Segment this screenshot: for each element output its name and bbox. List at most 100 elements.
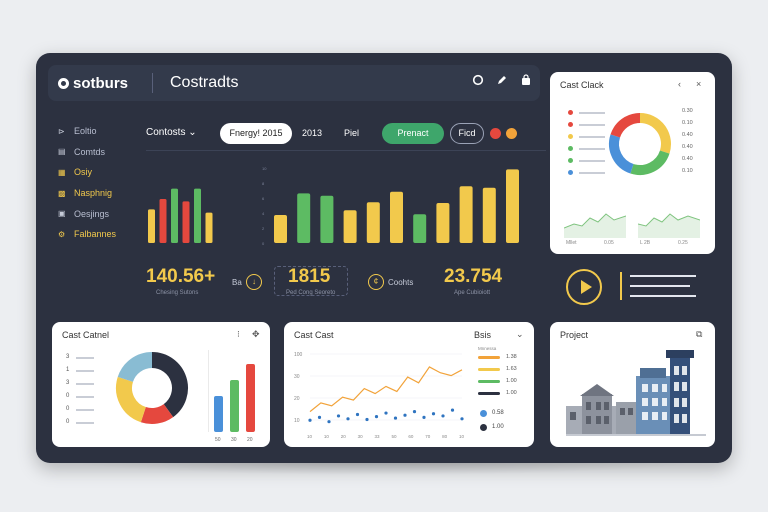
- donut-slice: [151, 352, 188, 418]
- date-selector[interactable]: Fnergy! 2015: [220, 123, 292, 144]
- mini-label: Mllet: [566, 240, 577, 246]
- legend-dot: [568, 170, 573, 175]
- media-line-1: [630, 275, 696, 277]
- bar: [182, 201, 190, 243]
- sidebar-item-oesjings[interactable]: ▣ Oesjings: [58, 203, 128, 224]
- mini-chart-2: [637, 200, 701, 238]
- dashboard-window: sotburs Costradts ⊳ Eoltio ▤ Comtds ▦ Osiy …: [36, 53, 732, 463]
- legend-value: 1.00: [506, 378, 517, 384]
- bar: [390, 191, 403, 243]
- card-title: Cast Cast: [294, 330, 334, 340]
- list-number: 3: [66, 380, 70, 386]
- stat-prefix-2: Ba: [232, 278, 242, 287]
- tick-label: 2: [262, 226, 265, 231]
- list-number: 3: [66, 354, 70, 360]
- sidebar-item-osiy[interactable]: ▦ Osiy: [58, 162, 128, 183]
- x-tick: 50: [391, 434, 397, 439]
- data-point: [374, 415, 379, 419]
- x-tick: 33: [375, 434, 381, 439]
- chevron-down-icon[interactable]: ⌄: [516, 329, 524, 339]
- mini-label: 0.05: [604, 240, 614, 246]
- data-point: [403, 413, 407, 417]
- legend-swatch: [478, 368, 500, 371]
- data-point: [460, 417, 464, 421]
- context-dropdown[interactable]: Contosts ⌄: [146, 127, 197, 138]
- close-icon[interactable]: ×: [696, 79, 702, 89]
- edit-icon[interactable]: [496, 74, 508, 86]
- folder-icon: ⊳: [58, 126, 65, 136]
- bag-icon[interactable]: [520, 74, 532, 86]
- legend-dot: [568, 110, 573, 115]
- tick-label: 10: [262, 166, 267, 171]
- data-point: [336, 414, 341, 418]
- legend-title: Bsis: [474, 330, 492, 340]
- donut-slice: [630, 150, 670, 175]
- record-icon[interactable]: [472, 74, 484, 86]
- header-actions: [472, 74, 532, 86]
- sidebar-item-comtds[interactable]: ▤ Comtds: [58, 142, 128, 163]
- legend-value: 0.40: [682, 144, 693, 150]
- bar: [171, 188, 178, 243]
- legend-value: 0.40: [682, 156, 693, 162]
- stat-sub-4: Ape Cubioiott: [454, 290, 491, 296]
- status-dot-orange: [506, 128, 517, 139]
- sidebar-item-nasphnig[interactable]: ▩ Nasphnig: [58, 183, 128, 204]
- y-tick: 20: [294, 396, 300, 402]
- legend-line: [579, 111, 605, 114]
- sidebar-item-eoltio[interactable]: ⊳ Eoltio: [58, 121, 128, 142]
- donut-slice: [610, 113, 641, 138]
- calendar-icon: ▦: [58, 167, 66, 177]
- bar: [205, 212, 213, 243]
- legend-value: 0.10: [682, 168, 693, 174]
- bar: [436, 203, 450, 243]
- line-chart: 100 30 20 10 10 10 20 30 33 50 60 70 80 10: [294, 352, 465, 439]
- secondary-button[interactable]: Ficd: [450, 123, 484, 144]
- bar: [320, 195, 334, 243]
- bar: [230, 380, 239, 432]
- primary-button[interactable]: Prenact: [382, 123, 444, 144]
- sidebar-item-falbannes[interactable]: ⚙ Falbannes: [58, 224, 128, 245]
- main-bar-chart: 10 8 6 4 2 0: [148, 166, 519, 246]
- donut-chart: [609, 113, 671, 175]
- play-divider: [620, 272, 622, 300]
- stat-box-2: [274, 266, 348, 296]
- list-line: [76, 383, 94, 385]
- legend-line: [579, 147, 605, 150]
- card-title: Cast Clack: [560, 80, 604, 90]
- coin-icon: ¢: [368, 274, 384, 290]
- list-number: 0: [66, 419, 70, 425]
- tick-label: 4: [262, 211, 265, 216]
- mini-area-chart: [563, 213, 627, 238]
- mini-chart-1: [563, 200, 627, 238]
- period-selector[interactable]: Piel: [344, 128, 360, 138]
- prev-icon[interactable]: ‹: [678, 79, 681, 89]
- stat-sub-1: Chesing Sutons: [156, 290, 199, 296]
- bar: [214, 396, 223, 432]
- list-line: [76, 396, 94, 398]
- logo-icon: [58, 78, 69, 89]
- bar: [343, 210, 357, 243]
- play-icon: [581, 280, 592, 294]
- page-title: Costradts: [170, 74, 239, 91]
- mini-label: 0.25: [678, 240, 688, 246]
- stat-value-2: 1815: [288, 266, 331, 287]
- clock-icon: ↓: [246, 274, 262, 290]
- legend-swatch: [478, 356, 500, 359]
- sidebar-item-label: Osiy: [74, 167, 92, 178]
- brand[interactable]: sotburs: [58, 75, 128, 92]
- year-selector[interactable]: 2013: [302, 128, 323, 138]
- play-button[interactable]: [566, 269, 602, 305]
- expand-icon[interactable]: ⧉: [696, 329, 703, 339]
- menu-icon[interactable]: ⁝: [237, 329, 240, 339]
- series-line: [309, 366, 463, 413]
- legend-row: [568, 122, 605, 127]
- bar-label: 30: [231, 437, 237, 443]
- move-icon[interactable]: ✥: [252, 329, 260, 339]
- bar: [506, 169, 519, 243]
- tick-label: 6: [262, 196, 265, 201]
- donut-chart: [116, 352, 188, 424]
- list-icon: ▤: [58, 147, 66, 157]
- card-title: Cast Catnel: [62, 330, 110, 340]
- sidebar-item-label: Eoltio: [74, 126, 97, 137]
